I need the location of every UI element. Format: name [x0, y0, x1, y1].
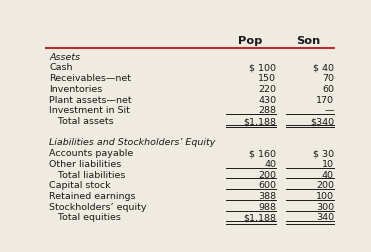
Text: 388: 388: [258, 191, 276, 200]
Text: 60: 60: [322, 85, 334, 93]
Text: Receivables—net: Receivables—net: [49, 74, 131, 83]
Text: 220: 220: [258, 85, 276, 93]
Text: 170: 170: [316, 95, 334, 104]
Text: $ 160: $ 160: [249, 149, 276, 158]
Text: Total assets: Total assets: [49, 117, 114, 125]
Text: $340: $340: [310, 117, 334, 125]
Text: 340: 340: [316, 213, 334, 222]
Text: Liabilities and Stockholders’ Equity: Liabilities and Stockholders’ Equity: [49, 138, 216, 147]
Text: Stockholders’ equity: Stockholders’ equity: [49, 202, 147, 211]
Text: 100: 100: [316, 191, 334, 200]
Text: $ 100: $ 100: [249, 63, 276, 72]
Text: 40: 40: [265, 159, 276, 168]
Text: Son: Son: [297, 36, 321, 46]
Text: Investment in Sit: Investment in Sit: [49, 106, 130, 115]
Text: 300: 300: [316, 202, 334, 211]
Text: Cash: Cash: [49, 63, 73, 72]
Text: 200: 200: [316, 181, 334, 190]
Text: 288: 288: [258, 106, 276, 115]
Text: Other liabilities: Other liabilities: [49, 159, 121, 168]
Text: Total equities: Total equities: [49, 213, 121, 222]
Text: Inventories: Inventories: [49, 85, 102, 93]
Text: $ 40: $ 40: [313, 63, 334, 72]
Text: 200: 200: [258, 170, 276, 179]
Text: $1,188: $1,188: [243, 213, 276, 222]
Text: Total liabilities: Total liabilities: [49, 170, 126, 179]
Text: Accounts payable: Accounts payable: [49, 149, 134, 158]
Text: 600: 600: [258, 181, 276, 190]
Text: 430: 430: [258, 95, 276, 104]
Text: Assets: Assets: [49, 53, 81, 61]
Text: Retained earnings: Retained earnings: [49, 191, 136, 200]
Text: 70: 70: [322, 74, 334, 83]
Text: $ 30: $ 30: [313, 149, 334, 158]
Text: 40: 40: [322, 170, 334, 179]
Text: 150: 150: [258, 74, 276, 83]
Text: 988: 988: [258, 202, 276, 211]
Text: Pop: Pop: [237, 36, 262, 46]
Text: Capital stock: Capital stock: [49, 181, 111, 190]
Text: 10: 10: [322, 159, 334, 168]
Text: $1,188: $1,188: [243, 117, 276, 125]
Text: —: —: [324, 106, 334, 115]
Text: Plant assets—net: Plant assets—net: [49, 95, 132, 104]
